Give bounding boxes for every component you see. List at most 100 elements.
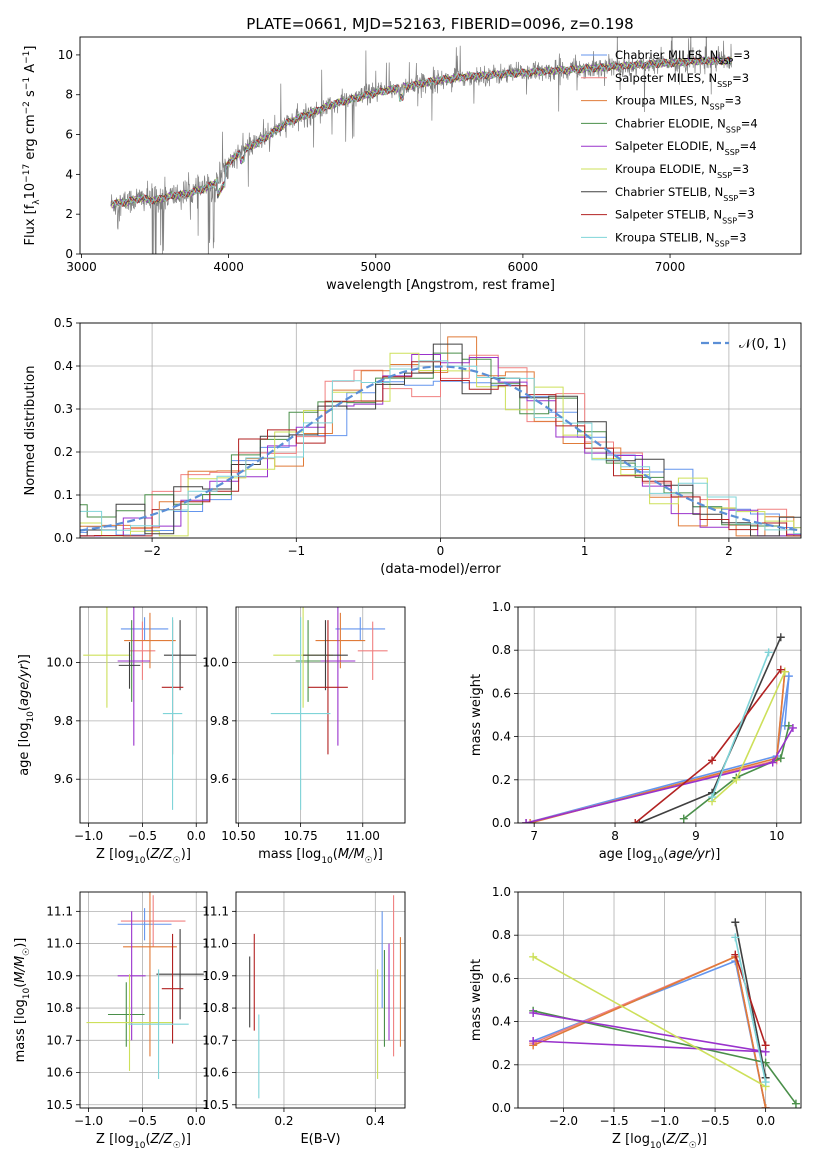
y-tick-label: 10.7 [46, 1033, 73, 1047]
x-tick-label: 10.50 [221, 829, 255, 843]
y-tick-label: 9.6 [210, 772, 229, 786]
y-axis-label: age [log10(age/yr)] [17, 654, 36, 776]
weight-marker [761, 1078, 770, 1087]
y-tick-label: 8 [65, 88, 73, 102]
weight-line [734, 954, 767, 1046]
x-tick-label: 2 [725, 544, 733, 558]
y-tick-label: 10.9 [46, 969, 73, 983]
label-part: Z/Z [150, 1132, 174, 1147]
label-part: ☉ [173, 1141, 181, 1151]
label-part: 10 [650, 1141, 662, 1151]
weight-marker [708, 756, 717, 765]
weight-marker [529, 1008, 538, 1017]
label-part: Z [log [612, 1132, 650, 1147]
y-tick-label: 11.1 [202, 904, 229, 918]
legend-label: Kroupa MILES, NSSP=3 [615, 94, 741, 112]
weight-marker [776, 665, 785, 674]
x-tick-label: 0.0 [187, 1114, 206, 1128]
x-axis-label: E(B-V) [300, 1132, 340, 1147]
legend-text: =3 [730, 230, 747, 244]
legend-label: 𝒩(0, 1) [739, 337, 786, 352]
y-tick-label: 6 [65, 128, 73, 142]
y-tick-label: 10.5 [202, 1098, 229, 1112]
x-axis-label: Z [log10(Z/Z☉)] [96, 1132, 191, 1151]
x-tick-label: −1.0 [74, 829, 103, 843]
label-part: ( [17, 706, 32, 711]
y-tick-label: 1.0 [492, 600, 511, 614]
label-part: mass [log [13, 999, 28, 1062]
x-tick-label: −1.0 [650, 1114, 679, 1128]
legend-text: Salpeter STELIB, N [615, 208, 722, 222]
legend-label: Chabrier STELIB, NSSP=3 [615, 185, 755, 203]
y-tick-label: 0.2 [492, 773, 511, 787]
legend-text: =3 [738, 185, 755, 199]
residual-histogram [80, 352, 801, 537]
legend-text: =3 [725, 94, 742, 108]
y-tick-label: 10.6 [202, 1066, 229, 1080]
legend-subscript: SSP [722, 216, 737, 225]
weight-marker [731, 933, 740, 942]
legend-text: Salpeter ELODIE, N [615, 139, 725, 153]
label-part: 10 [321, 856, 333, 866]
weight-marker [529, 952, 538, 961]
legend-text: =3 [732, 162, 749, 176]
weight-marker [731, 918, 740, 927]
label-part: Flux [f [23, 204, 38, 245]
legend-label: Chabrier MILES, NSSP=3 [615, 48, 750, 66]
label-part: age [log [599, 847, 652, 862]
label-part: M/M [13, 956, 28, 983]
x-tick-label: 0.4 [366, 1114, 385, 1128]
label-part: A [23, 64, 38, 77]
y-tick-label: 0.3 [54, 402, 73, 416]
y-axis-label: mass [log10(M/M☉)] [13, 938, 32, 1063]
mass-vs-extinction-panel: 0.2 0.4 10.5 10.6 10.7 10.8 10.9 11.0 11.1 E(B-V) [202, 891, 406, 1147]
label-part: λ [32, 199, 42, 205]
age-vs-metallicity-panel: −1.0 −0.5 0.09.69.810.0Z [log10(Z/Z☉)]age … [17, 606, 208, 866]
label-part: ☉ [365, 856, 373, 866]
spectrum-panel: 3000 4000 5000 6000 7000 0 2 4 6 8 10 wavelength [A… [22, 36, 802, 293]
x-axis-label: wavelength [Angstrom, rest frame] [326, 278, 555, 293]
residual-histogram [80, 360, 801, 535]
label-part: ( [145, 847, 150, 862]
x-tick-label: 0 [437, 544, 445, 558]
weight-line [532, 956, 766, 1088]
x-tick-label: 5000 [360, 260, 391, 274]
model-spectrum-line [110, 56, 732, 207]
axes-frame [235, 891, 406, 1109]
residual-histogram [80, 336, 801, 537]
x-axis-label: Z [log10(Z/Z☉)] [612, 1132, 707, 1151]
legend-text: Kroupa STELIB, N [615, 230, 715, 244]
weight-marker [732, 775, 741, 784]
y-axis-label: Flux [fλ10−17 erg cm−2 s−1 A−1] [22, 46, 42, 246]
y-tick-label: 11.1 [46, 904, 73, 918]
residual-histogram [80, 361, 801, 537]
y-axis-label: Normed distribution [23, 366, 38, 496]
y-tick-label: 10.0 [202, 655, 229, 669]
label-part: )] [181, 1132, 191, 1147]
label-part: )] [373, 847, 383, 862]
weight-marker [761, 1041, 770, 1050]
x-tick-label: −1 [287, 544, 305, 558]
y-tick-label: 0.0 [492, 1101, 511, 1115]
mass-weight-vs-metallicity-panel: −2.0 −1.5 −1.0 −0.5 0.0 0.0 0.2 0.4 0.6 0.8 1.0 Z [… [469, 885, 802, 1151]
y-tick-label: 0.2 [54, 445, 73, 459]
y-tick-label: 0.4 [492, 1015, 511, 1029]
label-part: 10 [26, 711, 36, 723]
legend-label: Chabrier ELODIE, NSSP=4 [615, 116, 758, 133]
x-tick-label: 0.2 [274, 1114, 293, 1128]
x-tick-label: −1.5 [599, 1114, 628, 1128]
label-part: age/yr [17, 663, 32, 706]
x-tick-label: 8 [611, 829, 619, 843]
x-tick-label: −1.0 [74, 1114, 103, 1128]
x-tick-label: −2.0 [549, 1114, 578, 1128]
label-part: )] [181, 847, 191, 862]
weight-marker [784, 672, 793, 681]
label-part: ☉ [173, 856, 181, 866]
x-axis-label: age [log10(age/yr)] [599, 847, 721, 866]
weight-line [532, 960, 767, 1108]
legend-text: =3 [733, 48, 750, 62]
label-part: Z/Z [150, 847, 174, 862]
age-vs-mass-panel: 10.50 10.75 11.00 9.6 9.8 10.0 mass [log10(M/M… [202, 606, 406, 866]
axes-frame [517, 891, 802, 1109]
axes-frame [79, 606, 208, 824]
